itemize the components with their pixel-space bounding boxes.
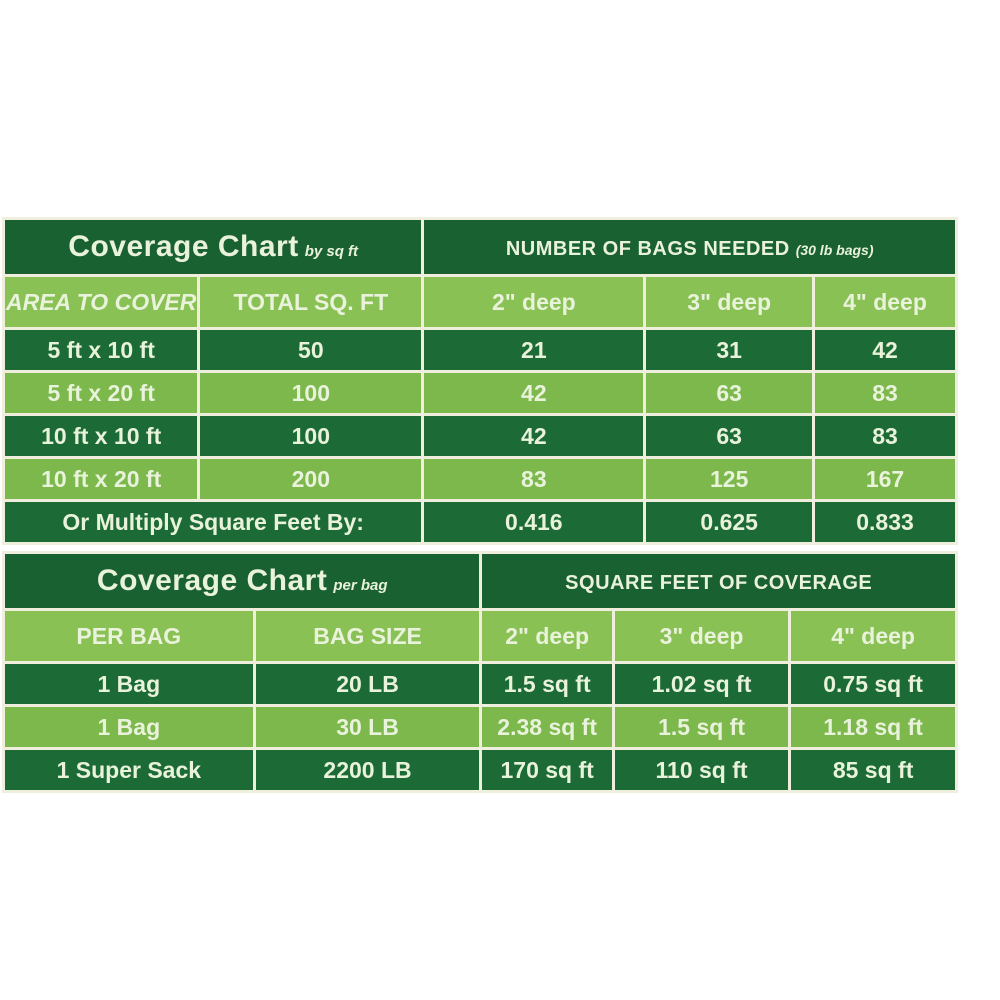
column-header-4in-deep: 4" deep [812, 274, 958, 330]
table-cell: 200 [197, 456, 425, 502]
multiplier-label: Or Multiply Square Feet By: [1, 499, 425, 545]
table-cell: 10 ft x 20 ft [1, 456, 201, 502]
table2-column-header-row: PER BAG BAG SIZE 2" deep 3" deep 4" deep [2, 608, 958, 664]
table-row: 5 ft x 10 ft 50 21 31 42 [1, 327, 958, 373]
column-header-3in-deep: 3" deep [643, 274, 816, 330]
table1-column-header-row: AREA TO COVER TOTAL SQ. FT 2" deep 3" de… [1, 274, 958, 330]
column-header-total-sq-ft: TOTAL SQ. FT [197, 274, 425, 330]
table-cell: 2200 LB [252, 747, 483, 793]
column-header-3in-deep: 3" deep [611, 608, 792, 664]
table1-title-row: Coverage Chart by sq ft NUMBER OF BAGS NE… [1, 217, 958, 277]
table2-title-row: Coverage Chart per bag SQUARE FEET OF COV… [1, 551, 958, 611]
column-header-bag-size: BAG SIZE [252, 608, 483, 664]
table-cell: 1 Super Sack [2, 747, 256, 793]
table1-section-header-note: (30 lb bags) [795, 241, 874, 258]
table-cell: 85 sq ft [788, 747, 958, 793]
table-cell: 10 ft x 10 ft [1, 413, 201, 459]
table2-section-header: SQUARE FEET OF COVERAGE [565, 571, 873, 594]
table2-title-note: per bag [333, 577, 388, 594]
table-cell: 83 [421, 456, 647, 502]
table-cell: 31 [643, 327, 816, 373]
table-cell: 167 [812, 456, 958, 502]
table-row: 1 Super Sack 2200 LB 170 sq ft 110 sq ft 85 … [2, 747, 958, 793]
column-header-2in-deep: 2" deep [479, 608, 615, 664]
table-cell: 50 [197, 327, 425, 373]
coverage-chart-graphic: Coverage Chart by sq ft NUMBER OF BAGS NE… [1, 217, 958, 793]
table1-title-note: by sq ft [304, 243, 359, 260]
table-cell: 63 [643, 370, 816, 416]
table-cell: 63 [643, 413, 816, 459]
table-cell: 100 [197, 413, 425, 459]
table-cell: 1.5 sq ft [479, 661, 615, 707]
table-cell: 30 LB [252, 704, 483, 750]
multiplier-2in: 0.416 [421, 499, 647, 545]
column-header-4in-deep: 4" deep [788, 608, 958, 664]
column-header-2in-deep: 2" deep [421, 274, 647, 330]
table-cell: 100 [197, 370, 425, 416]
table-row: 1 Bag 20 LB 1.5 sq ft 1.02 sq ft 0.75 sq ft [2, 661, 958, 707]
coverage-by-sqft-table: Coverage Chart by sq ft NUMBER OF BAGS NE… [1, 217, 958, 545]
table1-multiplier-row: Or Multiply Square Feet By: 0.416 0.625 … [1, 499, 958, 545]
table2-section-header-cell: SQUARE FEET OF COVERAGE [479, 551, 958, 611]
table-cell: 110 sq ft [611, 747, 792, 793]
table-cell: 2.38 sq ft [479, 704, 615, 750]
table1-title-cell: Coverage Chart by sq ft [1, 217, 425, 277]
table-cell: 83 [812, 413, 958, 459]
column-header-area-to-cover: AREA TO COVER [1, 274, 201, 330]
table-cell: 21 [421, 327, 647, 373]
table-cell: 42 [421, 413, 647, 459]
table-cell: 1.02 sq ft [611, 661, 792, 707]
table-cell: 42 [812, 327, 958, 373]
table1-section-header-cell: NUMBER OF BAGS NEEDED (30 lb bags) [421, 217, 958, 277]
table-cell: 0.75 sq ft [788, 661, 958, 707]
table2-title-cell: Coverage Chart per bag [1, 551, 483, 611]
table-cell: 83 [812, 370, 958, 416]
table-row: 5 ft x 20 ft 100 42 63 83 [1, 370, 958, 416]
table-cell: 1.18 sq ft [788, 704, 958, 750]
multiplier-4in: 0.833 [812, 499, 958, 545]
table-cell: 1 Bag [2, 704, 256, 750]
table-cell: 5 ft x 20 ft [1, 370, 201, 416]
table-cell: 20 LB [252, 661, 483, 707]
table-cell: 1.5 sq ft [611, 704, 792, 750]
table-cell: 1 Bag [2, 661, 256, 707]
multiplier-3in: 0.625 [643, 499, 816, 545]
table-cell: 170 sq ft [479, 747, 615, 793]
table-cell: 42 [421, 370, 647, 416]
column-header-per-bag: PER BAG [2, 608, 256, 664]
table1-title: Coverage Chart [68, 230, 299, 263]
table-row: 10 ft x 20 ft 200 83 125 167 [1, 456, 958, 502]
coverage-per-bag-table: Coverage Chart per bag SQUARE FEET OF COV… [1, 551, 958, 793]
table1-section-header: NUMBER OF BAGS NEEDED [505, 237, 790, 260]
table-cell: 5 ft x 10 ft [1, 327, 201, 373]
table2-title: Coverage Chart [96, 564, 328, 597]
table-row: 1 Bag 30 LB 2.38 sq ft 1.5 sq ft 1.18 sq ft [2, 704, 958, 750]
table-cell: 125 [643, 456, 816, 502]
table-row: 10 ft x 10 ft 100 42 63 83 [1, 413, 958, 459]
